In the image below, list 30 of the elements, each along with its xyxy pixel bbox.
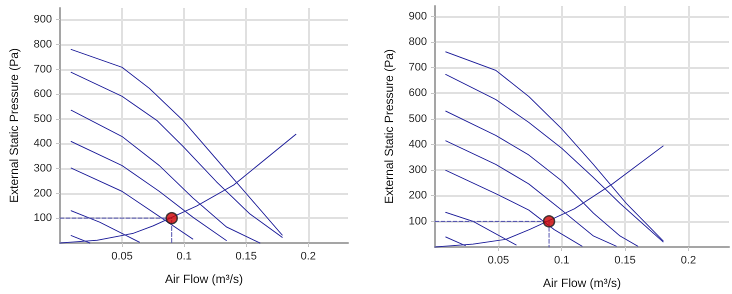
y-tick-label: 500 [34,112,52,125]
y-axis-title: External Static Pressure (Pa) [7,48,21,203]
y-tick-label: 300 [408,164,427,176]
y-tick-label: 900 [34,14,52,26]
x-tick-label: 0.05 [488,254,510,266]
x-tick-label: 0.1 [176,250,192,262]
y-tick-label: 600 [34,88,52,100]
y-tick-label: 400 [408,138,427,150]
y-tick-label: 100 [34,212,52,224]
x-axis-title: Air Flow (m³/s) [165,272,243,286]
y-tick-label: 400 [34,138,52,150]
y-tick-label: 100 [408,215,427,228]
y-tick-label: 700 [408,62,427,74]
y-tick-label: 900 [408,10,427,22]
y-tick-label: 700 [34,63,52,76]
y-tick-label: 500 [408,112,427,125]
y-tick-label: 600 [408,87,427,100]
y-axis-title: External Static Pressure (Pa) [382,49,396,204]
x-tick-label: 0.2 [300,250,316,262]
y-tick-label: 200 [408,190,427,202]
x-tick-label: 0.15 [235,250,257,262]
y-tick-label: 800 [408,36,427,48]
y-tick-label: 200 [34,187,52,200]
y-tick-label: 800 [34,38,52,50]
y-tick-label: 300 [34,162,52,175]
x-tick-label: 0.2 [680,254,696,266]
x-tick-label: 0.05 [111,250,133,262]
x-tick-label: 0.1 [554,254,570,266]
x-tick-label: 0.15 [614,254,636,266]
x-axis-title: Air Flow (m³/s) [543,276,621,290]
